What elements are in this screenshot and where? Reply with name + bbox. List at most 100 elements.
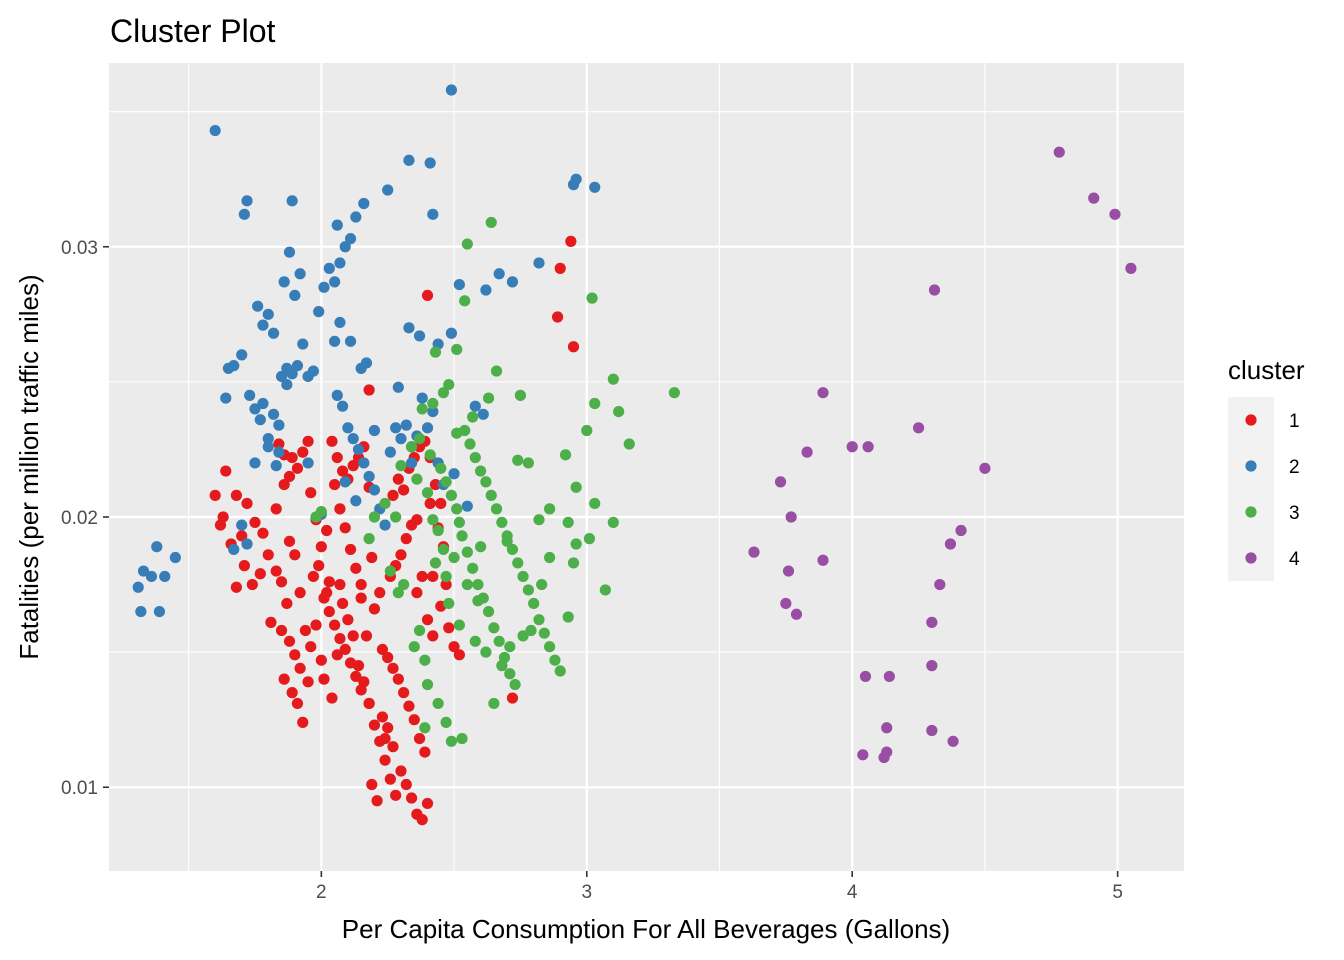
data-point — [355, 578, 367, 591]
data-point — [151, 541, 163, 553]
data-point — [440, 578, 452, 591]
data-point — [586, 292, 598, 304]
data-point — [451, 343, 463, 356]
data-point — [1088, 192, 1100, 204]
series-cluster-1 — [209, 235, 580, 826]
data-point — [329, 619, 341, 631]
data-point — [334, 316, 346, 329]
data-point — [583, 533, 596, 545]
data-point — [363, 533, 375, 545]
data-point — [522, 457, 534, 469]
data-point — [230, 581, 243, 593]
data-point — [846, 441, 858, 453]
data-point — [559, 449, 572, 461]
data-point — [501, 535, 513, 547]
data-point — [475, 465, 487, 477]
data-point — [344, 335, 357, 347]
legend-key-4 — [1245, 552, 1257, 564]
data-point — [265, 616, 277, 628]
data-point — [461, 578, 473, 591]
data-point — [472, 578, 484, 591]
data-point — [278, 478, 290, 491]
x-tick-label: 5 — [1112, 882, 1123, 903]
data-point — [395, 549, 407, 561]
data-point — [400, 778, 412, 791]
data-point — [445, 489, 458, 501]
data-point — [1125, 262, 1137, 274]
y-axis-ticks: 0.01 0.02 0.03 — [61, 238, 109, 799]
data-point — [339, 643, 351, 656]
data-point — [448, 551, 460, 564]
data-point — [461, 546, 473, 558]
data-point — [368, 603, 381, 615]
data-point — [504, 668, 516, 680]
data-point — [275, 576, 288, 588]
data-point — [443, 378, 455, 391]
data-point — [358, 457, 370, 469]
data-point — [169, 551, 181, 564]
data-point — [291, 697, 304, 710]
data-point — [302, 435, 314, 447]
data-point — [273, 438, 285, 450]
data-point — [522, 584, 534, 596]
data-point — [384, 773, 396, 785]
data-point — [512, 557, 524, 569]
data-point — [289, 289, 301, 302]
data-point — [554, 262, 566, 274]
data-point — [249, 457, 261, 469]
data-point — [926, 616, 938, 628]
data-point — [318, 281, 330, 293]
data-point — [360, 357, 373, 369]
data-point — [368, 484, 381, 496]
data-point — [453, 649, 465, 661]
data-point — [297, 446, 309, 458]
data-point — [461, 500, 473, 512]
data-point — [413, 433, 426, 445]
data-point — [435, 497, 447, 510]
data-point — [881, 722, 893, 734]
data-point — [432, 697, 444, 710]
data-point — [350, 495, 362, 507]
data-point — [437, 387, 450, 399]
data-point — [350, 211, 362, 223]
data-point — [355, 592, 367, 604]
legend: cluster 1 2 3 4 — [1228, 355, 1305, 581]
data-point — [315, 541, 327, 553]
data-point — [135, 605, 147, 618]
data-point — [228, 543, 240, 556]
data-point — [137, 565, 150, 577]
data-point — [613, 406, 625, 418]
data-point — [421, 422, 434, 434]
data-point — [334, 257, 346, 269]
data-point — [926, 660, 938, 672]
chart-title: Cluster Plot — [110, 13, 276, 49]
data-point — [228, 360, 240, 372]
data-point — [857, 749, 869, 761]
data-point — [955, 524, 967, 537]
data-point — [883, 670, 895, 683]
data-point — [374, 587, 386, 599]
data-point — [445, 327, 458, 339]
data-point — [254, 568, 266, 580]
data-point — [275, 370, 288, 383]
data-point — [395, 433, 407, 445]
data-point — [421, 678, 434, 691]
data-point — [551, 311, 564, 323]
data-point — [398, 484, 410, 496]
data-point — [859, 670, 872, 683]
data-point — [480, 476, 492, 488]
data-point — [437, 543, 450, 556]
data-point — [424, 497, 436, 510]
data-point — [289, 649, 301, 661]
data-point — [283, 535, 296, 547]
data-point — [429, 478, 442, 491]
data-point — [456, 732, 468, 745]
data-point — [392, 381, 404, 393]
data-point — [217, 511, 229, 523]
data-point — [411, 473, 423, 485]
plot-panel — [109, 63, 1184, 871]
data-point — [281, 597, 293, 610]
data-point — [313, 306, 325, 318]
data-point — [405, 792, 418, 804]
